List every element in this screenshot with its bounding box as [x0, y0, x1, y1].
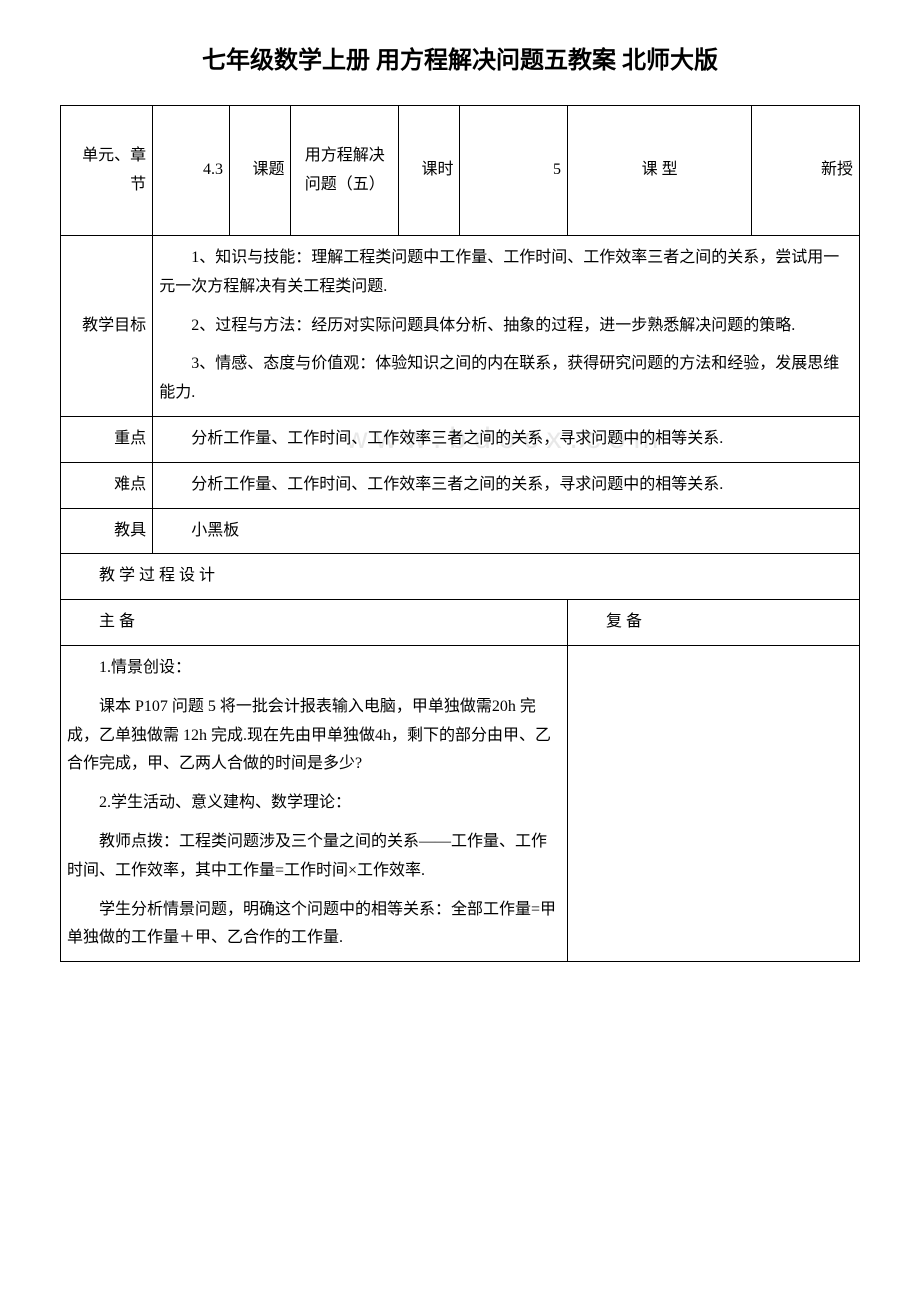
- sub-content: [568, 645, 860, 961]
- difficulty-content: 分析工作量、工作时间、工作效率三者之间的关系，寻求问题中的相等关系.: [153, 462, 860, 508]
- tools-label: 教具: [61, 508, 153, 554]
- content-row: 1.情景创设： 课本 P107 问题 5 将一批会计报表输入电脑，甲单独做需20…: [61, 645, 860, 961]
- unit-label: 单元、章节: [61, 106, 153, 236]
- objectives-label: 教学目标: [61, 236, 153, 417]
- objective-item: 1、知识与技能：理解工程类问题中工作量、工作时间、工作效率三者之间的关系，尝试用…: [159, 244, 853, 302]
- type-label: 课 型: [568, 106, 752, 236]
- difficulty-label: 难点: [61, 462, 153, 508]
- objectives-row: 教学目标 1、知识与技能：理解工程类问题中工作量、工作时间、工作效率三者之间的关…: [61, 236, 860, 417]
- section-body: 课本 P107 问题 5 将一批会计报表输入电脑，甲单独做需20h 完成，乙单独…: [67, 693, 561, 779]
- keypoint-label: 重点: [61, 416, 153, 462]
- column-header-row: 主 备 复 备: [61, 600, 860, 646]
- keypoint-content: www.bdocx.com 分析工作量、工作时间、工作效率三者之间的关系，寻求问…: [153, 416, 860, 462]
- process-header-row: 教 学 过 程 设 计: [61, 554, 860, 600]
- header-row: 单元、章节 4.3 课题 用方程解决问题（五） 课时 5 课 型 新授: [61, 106, 860, 236]
- tools-row: 教具 小黑板: [61, 508, 860, 554]
- tools-content: 小黑板: [153, 508, 860, 554]
- keypoint-row: 重点 www.bdocx.com 分析工作量、工作时间、工作效率三者之间的关系，…: [61, 416, 860, 462]
- section-title: 2.学生活动、意义建构、数学理论：: [67, 789, 561, 818]
- sub-label: 复 备: [574, 608, 853, 637]
- section-body: 教师点拨：工程类问题涉及三个量之间的关系——工作量、工作时间、工作效率，其中工作…: [67, 828, 561, 886]
- page-title: 七年级数学上册 用方程解决问题五教案 北师大版: [60, 40, 860, 75]
- objective-item: 2、过程与方法：经历对实际问题具体分析、抽象的过程，进一步熟悉解决问题的策略.: [159, 312, 853, 341]
- difficulty-row: 难点 分析工作量、工作时间、工作效率三者之间的关系，寻求问题中的相等关系.: [61, 462, 860, 508]
- process-header: 教 学 过 程 设 计: [61, 554, 860, 600]
- type-value: 新授: [752, 106, 860, 236]
- topic-value: 用方程解决问题（五）: [291, 106, 399, 236]
- section-body: 学生分析情景问题，明确这个问题中的相等关系：全部工作量=甲单独做的工作量＋甲、乙…: [67, 896, 561, 954]
- process-header-text: 教 学 过 程 设 计: [67, 562, 853, 591]
- unit-value: 4.3: [153, 106, 230, 236]
- period-label: 课时: [399, 106, 460, 236]
- objectives-content: 1、知识与技能：理解工程类问题中工作量、工作时间、工作效率三者之间的关系，尝试用…: [153, 236, 860, 417]
- objective-item: 3、情感、态度与价值观：体验知识之间的内在联系，获得研究问题的方法和经验，发展思…: [159, 350, 853, 408]
- main-content: 1.情景创设： 课本 P107 问题 5 将一批会计报表输入电脑，甲单独做需20…: [61, 645, 568, 961]
- sub-column-header: 复 备: [568, 600, 860, 646]
- period-value: 5: [460, 106, 568, 236]
- main-label: 主 备: [67, 608, 561, 637]
- keypoint-text: 分析工作量、工作时间、工作效率三者之间的关系，寻求问题中的相等关系.: [159, 425, 853, 454]
- lesson-plan-table: 单元、章节 4.3 课题 用方程解决问题（五） 课时 5 课 型 新授 教学目标…: [60, 105, 860, 962]
- section-title: 1.情景创设：: [67, 654, 561, 683]
- difficulty-text: 分析工作量、工作时间、工作效率三者之间的关系，寻求问题中的相等关系.: [159, 471, 853, 500]
- tools-text: 小黑板: [159, 517, 853, 546]
- topic-label: 课题: [230, 106, 291, 236]
- main-column-header: 主 备: [61, 600, 568, 646]
